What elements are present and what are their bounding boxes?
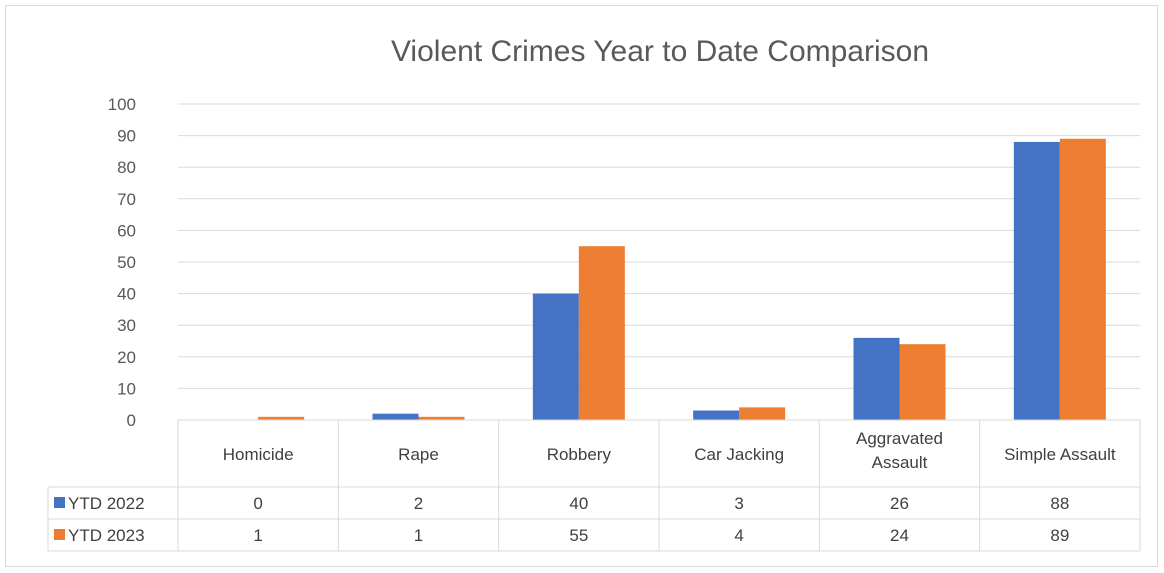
bar-ytd-2022-car-jacking [693, 410, 740, 420]
y-tick-label: 60 [117, 221, 136, 240]
bar-ytd-2022-rape [372, 413, 419, 420]
bar-ytd-2022-aggravated-assault [853, 337, 900, 420]
table-cell-ytd-2023-simple-assault: 89 [1050, 526, 1069, 545]
y-tick-label: 0 [127, 411, 136, 430]
bar-ytd-2023-aggravated-assault [899, 344, 946, 420]
chart-title: Violent Crimes Year to Date Comparison [391, 35, 929, 68]
y-tick-label: 90 [117, 127, 136, 146]
table-cell-ytd-2022-rape: 2 [414, 494, 423, 513]
data-table: Homicide Rape Robbery Car Jacking Aggravated… [47, 419, 1141, 552]
table-cell-ytd-2022-car-jacking: 3 [734, 494, 743, 513]
x-tick-label-simple-assault: Simple Assault [1004, 445, 1116, 464]
y-tick-label: 10 [117, 379, 136, 398]
bar-ytd-2023-car-jacking [739, 407, 786, 420]
x-tick-label-homicide: Homicide [223, 445, 294, 464]
legend-swatch-ytd-2023 [54, 529, 65, 540]
table-cell-ytd-2022-aggravated-assault: 26 [890, 494, 909, 513]
table-cell-ytd-2023-homicide: 1 [253, 526, 262, 545]
y-axis-ticks: 0 10 20 30 40 50 60 70 80 90 100 [108, 95, 136, 430]
x-tick-label-rape: Rape [398, 445, 439, 464]
bar-ytd-2022-robbery [532, 293, 579, 420]
gridlines [178, 103, 1140, 389]
bar-ytd-2023-homicide [258, 416, 305, 420]
table-cell-ytd-2022-homicide: 0 [253, 494, 262, 513]
y-tick-label: 70 [117, 190, 136, 209]
y-tick-label: 100 [108, 95, 136, 114]
y-tick-label: 40 [117, 285, 136, 304]
bar-ytd-2023-rape [418, 416, 465, 420]
table-cell-ytd-2022-robbery: 40 [569, 494, 588, 513]
table-cell-ytd-2023-robbery: 55 [569, 526, 588, 545]
table-cell-ytd-2022-simple-assault: 88 [1050, 494, 1069, 513]
x-tick-label-robbery: Robbery [547, 445, 612, 464]
bar-ytd-2023-robbery [578, 246, 625, 420]
table-cell-ytd-2023-aggravated-assault: 24 [890, 526, 909, 545]
y-tick-label: 80 [117, 158, 136, 177]
legend-label-ytd-2023: YTD 2023 [68, 526, 145, 545]
x-tick-label-car-jacking: Car Jacking [694, 445, 784, 464]
y-tick-label: 50 [117, 253, 136, 272]
bars [258, 138, 1106, 421]
y-tick-label: 30 [117, 316, 136, 335]
bar-ytd-2022-simple-assault [1013, 141, 1060, 421]
table-cell-ytd-2023-rape: 1 [414, 526, 423, 545]
legend-swatch-ytd-2022 [54, 497, 65, 508]
y-tick-label: 20 [117, 348, 136, 367]
table-cell-ytd-2023-car-jacking: 4 [734, 526, 743, 545]
x-tick-label-aggravated-assault: Aggravated Assault [856, 429, 943, 472]
bar-ytd-2023-simple-assault [1059, 138, 1106, 420]
legend-label-ytd-2022: YTD 2022 [68, 494, 145, 513]
